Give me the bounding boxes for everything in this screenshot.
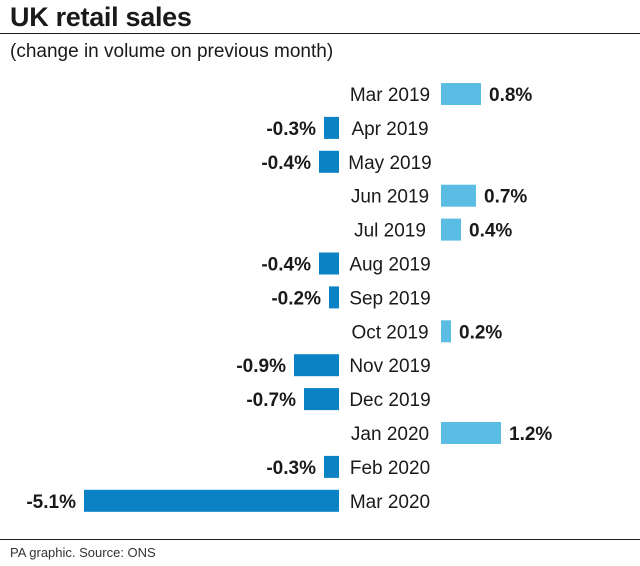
value-label: -0.2% — [271, 288, 321, 309]
value-label: 0.8% — [489, 85, 532, 106]
bar-oct-2019 — [441, 320, 451, 343]
value-label: -0.4% — [261, 255, 311, 276]
category-label: Jul 2019 — [354, 221, 426, 242]
category-label: Feb 2020 — [350, 458, 430, 479]
category-label: Mar 2020 — [350, 492, 430, 513]
category-label: Apr 2019 — [351, 119, 428, 140]
bar-jan-2020 — [441, 422, 501, 444]
value-label: -0.9% — [236, 356, 286, 377]
bar-jun-2019 — [441, 184, 476, 207]
category-label: May 2019 — [348, 153, 431, 174]
category-label: Dec 2019 — [349, 390, 430, 411]
category-label: Oct 2019 — [351, 322, 428, 343]
bar-jul-2019 — [441, 218, 461, 241]
chart-title: UK retail sales — [10, 2, 192, 32]
bar-aug-2019 — [319, 252, 339, 275]
category-label: Jan 2020 — [351, 424, 429, 445]
category-label: Sep 2019 — [349, 288, 430, 309]
value-label: -0.3% — [266, 119, 316, 140]
footer-divider — [0, 539, 640, 540]
bar-sep-2019 — [329, 286, 339, 309]
bar-feb-2020 — [324, 455, 339, 478]
value-label: -5.1% — [26, 492, 76, 513]
bar-apr-2019 — [324, 116, 339, 139]
value-label: -0.4% — [261, 153, 311, 174]
value-label: -0.7% — [246, 390, 296, 411]
category-label: Aug 2019 — [349, 255, 430, 276]
bar-mar-2019 — [441, 83, 481, 105]
category-label: Mar 2019 — [350, 85, 430, 106]
title-divider — [0, 33, 640, 34]
bar-nov-2019 — [294, 354, 339, 377]
source-credit: PA graphic. Source: ONS — [10, 545, 156, 560]
value-label: -0.3% — [266, 458, 316, 479]
bar-dec-2019 — [304, 388, 339, 411]
value-label: 0.4% — [469, 221, 512, 242]
category-label: Nov 2019 — [349, 356, 430, 377]
chart-subtitle: (change in volume on previous month) — [10, 41, 334, 62]
value-label: 0.7% — [484, 187, 527, 208]
value-label: 0.2% — [459, 322, 502, 343]
bar-mar-2020 — [84, 489, 339, 512]
bar-may-2019 — [319, 150, 339, 173]
value-label: 1.2% — [509, 424, 552, 445]
category-label: Jun 2019 — [351, 187, 429, 208]
